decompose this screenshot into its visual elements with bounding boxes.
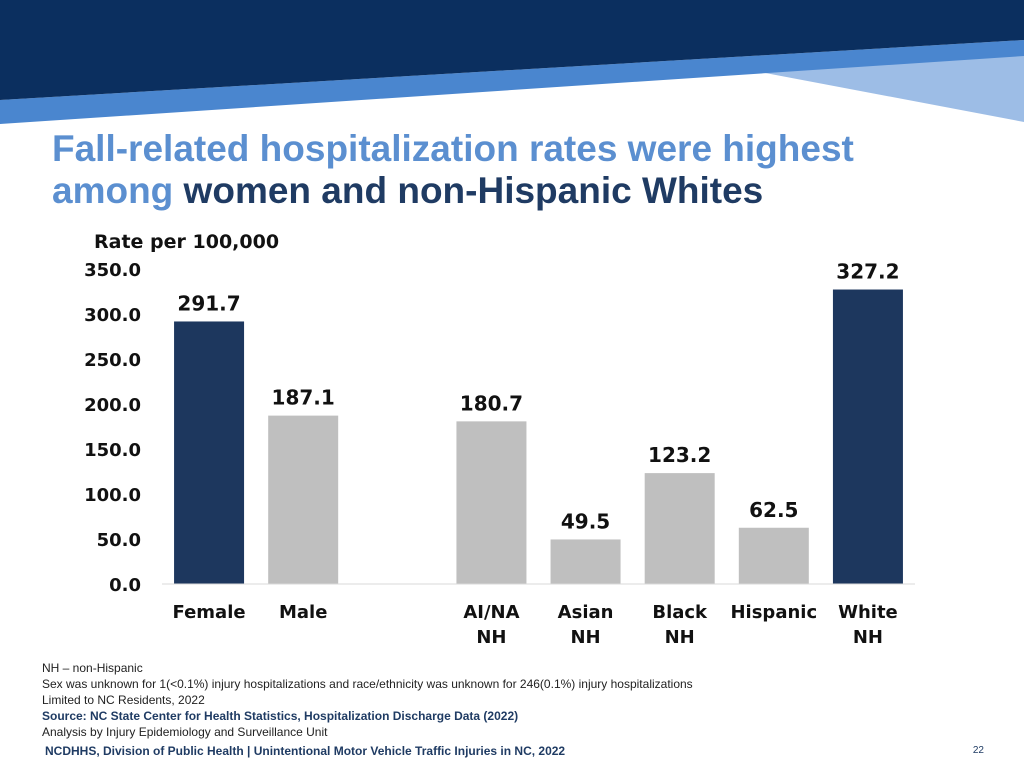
bar-value-label: 187.1: [272, 386, 335, 410]
title-line-2-accent: among: [52, 170, 174, 211]
y-axis-title: Rate per 100,000: [94, 231, 279, 253]
banner-light-stripe: [760, 52, 1024, 122]
x-tick-label: AI/NA: [463, 602, 519, 623]
title-line-1: Fall-related hospitalization rates were …: [52, 128, 854, 169]
y-tick-label: 0.0: [109, 575, 141, 596]
y-tick-label: 250.0: [84, 350, 141, 371]
x-axis-labels: Female Male AI/NA NH Asian NH Black NH Hispanic W…: [173, 602, 898, 648]
y-tick-label: 50.0: [97, 530, 141, 551]
header-banner: [0, 0, 1024, 124]
bar-value-label: 327.2: [836, 260, 899, 284]
x-tick-label: Female: [173, 602, 246, 623]
bars: [174, 289, 903, 584]
y-tick-label: 100.0: [84, 485, 141, 506]
note-line: Limited to NC Residents, 2022: [42, 693, 205, 707]
bar-value-label: 49.5: [561, 509, 610, 533]
x-tick-label: NH: [570, 627, 600, 648]
y-tick-label: 200.0: [84, 395, 141, 416]
x-tick-label: Hispanic: [730, 602, 817, 623]
x-tick-label: NH: [665, 627, 695, 648]
x-tick-label: Male: [279, 602, 327, 623]
banner-navy-band: [0, 0, 1024, 100]
bar-value-label: 291.7: [177, 291, 240, 315]
bar-chart: Rate per 100,000 0.0 50.0 100.0 150.0 200.0 2…: [84, 231, 915, 648]
bar: [456, 421, 527, 584]
bar: [550, 539, 621, 584]
banner-mid-stripe: [0, 40, 1024, 124]
x-tick-label: NH: [476, 627, 506, 648]
source-note: Source: NC State Center for Health Stati…: [42, 709, 519, 723]
y-axis-ticks: 0.0 50.0 100.0 150.0 200.0 250.0 300.0 350.0: [84, 260, 141, 596]
bar-value-label: 62.5: [749, 498, 798, 522]
x-tick-label: Black: [652, 602, 708, 623]
x-tick-label: NH: [853, 627, 883, 648]
bar: [832, 289, 903, 584]
bar: [268, 415, 339, 584]
slide-title: Fall-related hospitalization rates were …: [52, 128, 1012, 212]
bar-value-label: 180.7: [460, 391, 523, 415]
footer-text: NCDHHS, Division of Public Health | Unin…: [45, 744, 566, 758]
note-line: Sex was unknown for 1(<0.1%) injury hosp…: [42, 677, 693, 691]
value-labels: 291.7 187.1 180.7 49.5 123.2 62.5 327.2: [177, 260, 899, 534]
y-tick-label: 300.0: [84, 305, 141, 326]
footnotes: NH – non-Hispanic Sex was unknown for 1(…: [42, 660, 1002, 740]
x-tick-label: White: [838, 602, 898, 623]
page-number: 22: [972, 745, 984, 756]
note-line: NH – non-Hispanic: [42, 661, 143, 675]
bar-value-label: 123.2: [648, 443, 711, 467]
bar: [174, 321, 245, 584]
y-tick-label: 350.0: [84, 260, 141, 281]
x-tick-label: Asian: [558, 602, 614, 623]
y-tick-label: 150.0: [84, 440, 141, 461]
bar: [644, 473, 715, 584]
bar: [738, 527, 809, 584]
title-line-2-rest: women and non-Hispanic Whites: [173, 170, 764, 211]
analysis-note: Analysis by Injury Epidemiology and Surv…: [42, 725, 328, 739]
